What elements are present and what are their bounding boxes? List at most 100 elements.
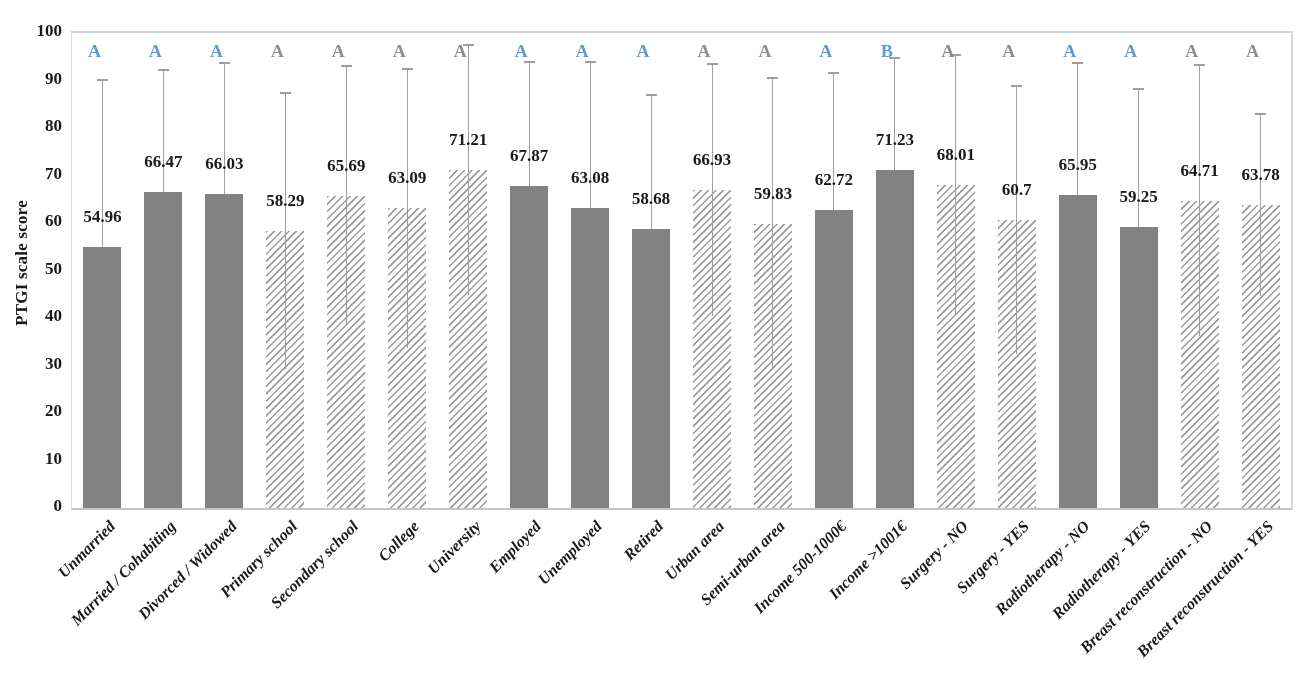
bar-cell: 64.71 A Breast reconstruction - NO [1077, 33, 1230, 657]
error-bar-upper [406, 68, 408, 209]
error-bar-upper [650, 94, 652, 230]
significance-letter: A [1246, 41, 1260, 61]
bar-solid [144, 192, 183, 508]
value-label: 65.95 [1058, 154, 1097, 174]
bar-cell: 65.95 A Radiotherapy - NO [993, 33, 1108, 619]
y-tick-label: 60 [45, 211, 62, 230]
bar-cell: 54.96 A Unmarried [55, 33, 133, 582]
error-bar-lower [345, 195, 347, 326]
value-label: 66.47 [144, 152, 183, 172]
bar-cell: 66.47 A Married / Cohabiting [68, 33, 194, 629]
y-tick-label: 90 [45, 68, 62, 88]
bar-solid [205, 194, 244, 508]
x-category-label: University [424, 518, 485, 578]
error-bar-upper [345, 66, 347, 196]
error-bar-upper [1138, 89, 1140, 227]
value-label: 71.21 [449, 129, 488, 149]
value-label: 67.87 [510, 145, 549, 165]
error-bar-upper [284, 93, 286, 232]
bar-solid [1058, 194, 1097, 508]
error-bar-cap-top [401, 67, 413, 70]
error-bar-lower [711, 190, 713, 316]
error-bar-cap-top [1011, 84, 1023, 87]
value-label: 64.71 [1180, 160, 1219, 180]
significance-letter: A [1124, 41, 1138, 61]
error-bar-cap-top [1133, 88, 1145, 91]
value-label: 63.78 [1241, 165, 1280, 185]
y-tick-label: 100 [36, 21, 63, 40]
error-bar-upper [1077, 62, 1079, 195]
error-bar-cap-top [218, 61, 230, 64]
bar-solid [875, 169, 914, 508]
error-bar-lower [955, 184, 957, 316]
y-tick-label: 80 [45, 116, 62, 135]
error-bar-cap-top [584, 60, 596, 63]
error-bar-lower [772, 223, 774, 370]
bar-solid [632, 229, 671, 508]
error-bar-cap-top [462, 43, 474, 46]
significance-letter: A [87, 41, 101, 61]
value-label: 62.72 [814, 170, 854, 190]
significance-letter: A [209, 41, 223, 61]
x-category-label: Unmarried [54, 518, 119, 582]
plot-area: 54.96 A Unmarried 66.47 A Married / Cohabitin… [55, 31, 1293, 661]
error-bar-upper [1199, 65, 1201, 201]
y-tick-label: 20 [45, 401, 62, 420]
value-label: 58.68 [631, 189, 671, 209]
error-bar-cap-top [1194, 64, 1206, 67]
error-bar-upper [162, 70, 164, 193]
bar-cell: 63.09 A College [376, 33, 438, 565]
significance-letter: A [697, 41, 711, 61]
significance-letter: A [941, 41, 955, 61]
error-bar-cap-top [157, 69, 169, 72]
bar-solid [1119, 226, 1158, 508]
x-category-label: Employed [486, 518, 546, 577]
error-bar-cap-top [706, 63, 718, 66]
value-label: 71.23 [875, 129, 914, 149]
bar-cell: 66.03 A Divorced / Widowed [135, 33, 255, 623]
error-bar-cap-top [889, 57, 901, 60]
bar-cell: 58.68 A Retired [621, 33, 682, 564]
x-category-label: College [376, 518, 424, 566]
error-bar-upper [955, 54, 957, 185]
bar-solid [814, 210, 853, 508]
error-bar-cap-top [523, 61, 535, 64]
error-bar-upper [101, 80, 103, 247]
value-label: 66.03 [205, 154, 244, 174]
significance-letter: A [819, 41, 833, 61]
value-label: 59.25 [1119, 186, 1158, 206]
bars-container: 54.96 A Unmarried 66.47 A Married / Cohabitin… [55, 33, 1291, 661]
error-bar-cap-top [1072, 61, 1084, 64]
bar-solid [83, 246, 122, 508]
error-bar-cap-top [1255, 112, 1267, 115]
error-bar-lower [1260, 205, 1262, 297]
value-label: 60.7 [1001, 179, 1032, 199]
bar-cell: 63.78 A Breast reconstruction - YES [1134, 33, 1291, 661]
error-bar-cap-top [279, 92, 291, 95]
y-tick-label: 70 [45, 163, 62, 183]
x-category-label: Retired [621, 518, 668, 564]
error-bar-cap-top [340, 65, 352, 68]
value-label: 63.08 [570, 168, 610, 188]
error-bar-upper [772, 78, 774, 224]
error-bar-lower [467, 169, 469, 295]
error-bar-upper [467, 44, 469, 170]
value-label: 54.96 [83, 206, 122, 226]
error-bar-cap-top [96, 79, 108, 82]
significance-letter: A [453, 41, 467, 61]
value-label: 59.83 [753, 183, 793, 203]
error-bar-upper [1260, 113, 1262, 206]
bar-cell: 65.69 A Secondary school [268, 33, 377, 612]
y-tick-label: 50 [45, 258, 62, 278]
bar-cell: 71.21 A University [424, 33, 499, 578]
x-category-label: Unemployed [535, 518, 607, 589]
significance-letter: A [270, 41, 284, 61]
error-bar-upper [711, 64, 713, 191]
error-bar-upper [1016, 85, 1018, 220]
y-tick-label: 0 [53, 496, 63, 515]
error-bar-upper [223, 62, 225, 195]
bar-solid [510, 185, 549, 508]
significance-letter: A [758, 41, 772, 61]
error-bar-lower [1016, 219, 1018, 354]
